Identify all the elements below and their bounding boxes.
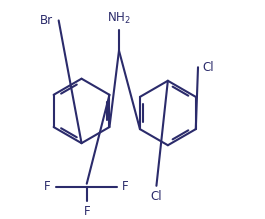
Text: Br: Br bbox=[40, 14, 54, 27]
Text: F: F bbox=[44, 180, 50, 193]
Text: Cl: Cl bbox=[151, 190, 162, 203]
Text: F: F bbox=[83, 205, 90, 217]
Text: F: F bbox=[122, 180, 129, 193]
Text: NH$_2$: NH$_2$ bbox=[107, 11, 131, 26]
Text: Cl: Cl bbox=[202, 61, 214, 74]
